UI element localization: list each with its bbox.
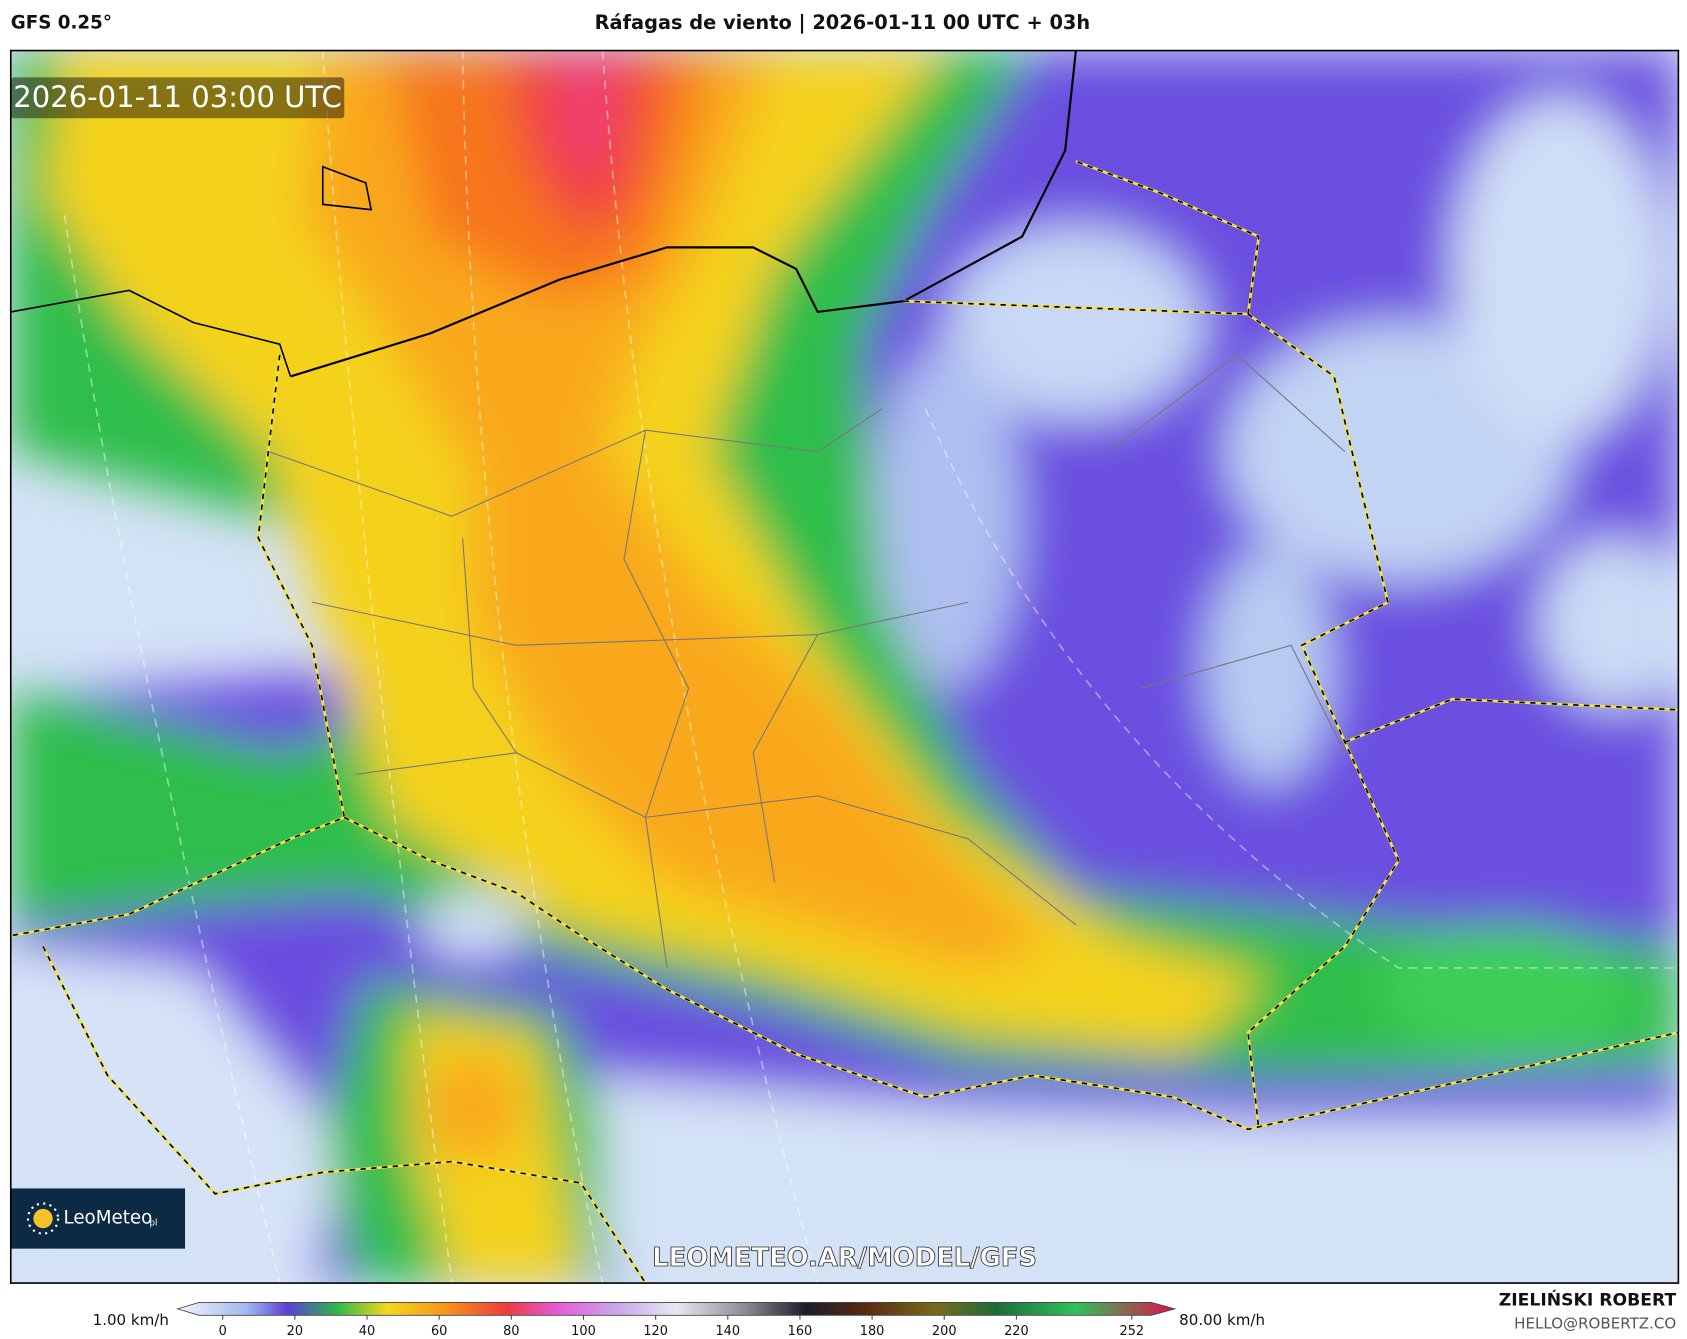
logo-text: LeoMeteo: [63, 1208, 152, 1229]
logo-icon: [26, 1202, 60, 1235]
author: ZIELIŃSKI ROBERT: [1499, 1288, 1677, 1310]
colorbar-tick-label: 80: [503, 1324, 519, 1339]
map-title: Ráfagas de viento | 2026-01-11 00 UTC + …: [595, 11, 1091, 34]
email: HELLO@ROBERTZ.CO: [1514, 1314, 1676, 1332]
colorbar-tick-label: 60: [431, 1324, 447, 1339]
colorbar: 1.00 km/h 80.00 km/h 0 20 40 60 80 100 120 140 1…: [93, 1302, 1265, 1339]
colorbar-tick-label: 160: [788, 1324, 813, 1339]
watermark: LEOMETEO.AR/MODEL/GFS: [652, 1243, 1037, 1273]
colorbar-tick-label: 40: [359, 1324, 375, 1339]
colorbar-tick-label: 180: [860, 1324, 885, 1339]
colorbar-tick-label: 200: [932, 1324, 957, 1339]
colorbar-tick-label: 20: [287, 1324, 303, 1339]
logo-suffix: pl: [150, 1218, 158, 1228]
colorbar-tick-label: 120: [643, 1324, 668, 1339]
colorbar-tick-label: 252: [1120, 1324, 1145, 1339]
timestamp: 2026-01-11 03:00 UTC: [13, 80, 341, 114]
colorbar-tick-label: 0: [219, 1324, 227, 1339]
colorbar-tick-label: 100: [571, 1324, 596, 1339]
model-label: GFS 0.25°: [11, 13, 112, 34]
colorbar-ramp: [176, 1302, 1177, 1316]
timestamp-box: [10, 77, 345, 119]
colorbar-tick-label: 140: [715, 1324, 740, 1339]
colorbar-min-label: 1.00 km/h: [93, 1311, 169, 1329]
map: 2026-01-11 03:00 UTC LEOMETEO.AR/MODEL/G…: [10, 50, 1679, 1284]
colorbar-tick-label: 220: [1004, 1324, 1029, 1339]
colorbar-max-label: 80.00 km/h: [1179, 1311, 1265, 1329]
